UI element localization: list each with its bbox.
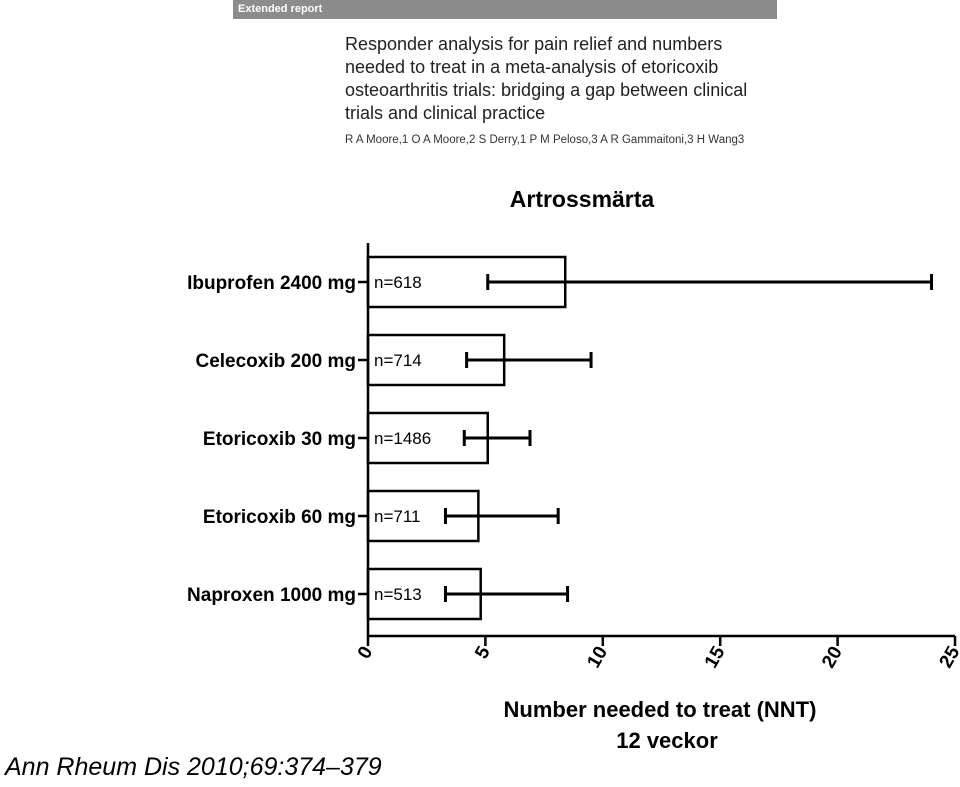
x-tick-label: 25: [936, 643, 960, 672]
category-label: Celecoxib 200 mg: [195, 351, 356, 372]
bar-n-label: n=513: [374, 585, 422, 604]
report-type-banner: Extended report: [233, 0, 777, 19]
chart-subtitle: 12 veckor: [616, 728, 718, 753]
bar-n-label: n=1486: [374, 429, 431, 448]
chart-title: Artrossmärta: [510, 186, 655, 212]
x-tick-label: 5: [471, 643, 495, 663]
x-tick-label: 0: [354, 643, 377, 663]
x-tick-label: 20: [818, 643, 847, 672]
ticks-layer: 0 5 10 15 20 25: [354, 636, 960, 672]
citation: Ann Rheum Dis 2010;69:374–379: [5, 753, 382, 781]
category-label: Etoricoxib 30 mg: [203, 429, 356, 450]
category-label: Etoricoxib 60 mg: [203, 507, 356, 528]
category-label: Naproxen 1000 mg: [187, 585, 356, 606]
paper-authors: R A Moore,1 O A Moore,2 S Derry,1 P M Pe…: [345, 134, 745, 146]
x-tick-label: 10: [583, 643, 612, 672]
category-label: Ibuprofen 2400 mg: [187, 273, 356, 294]
bar-n-label: n=711: [374, 507, 420, 526]
bars-layer: n=618 Ibuprofen 2400 mg n=714 Celecoxib 200…: [187, 255, 934, 621]
paper-title: Responder analysis for pain relief and n…: [345, 34, 748, 123]
x-tick-label: 15: [701, 643, 730, 672]
bar-n-label: n=714: [374, 351, 422, 370]
x-axis-label: Number needed to treat (NNT): [504, 697, 817, 722]
bar-n-label: n=618: [374, 273, 422, 292]
